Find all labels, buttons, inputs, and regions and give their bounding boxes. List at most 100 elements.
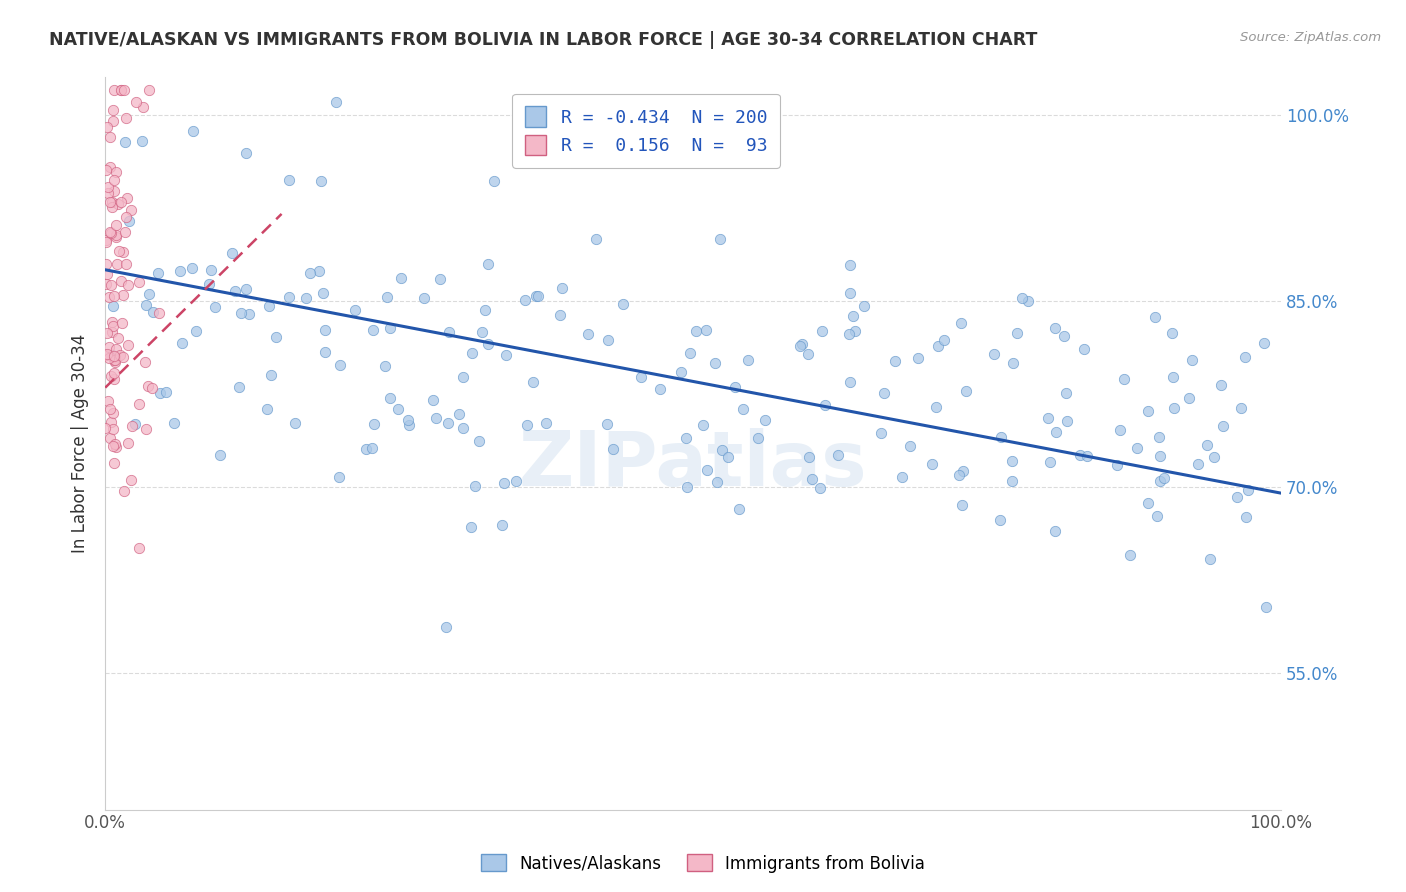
Point	[890, 469, 912, 483]
Text: ZIPatlas: ZIPatlas	[519, 428, 868, 502]
Point	[398, 412, 420, 426]
Point	[460, 520, 482, 534]
Point	[1254, 600, 1277, 615]
Point	[952, 464, 974, 478]
Point	[434, 619, 457, 633]
Point	[1107, 458, 1129, 473]
Point	[235, 145, 257, 160]
Point	[200, 263, 222, 277]
Point	[96, 267, 118, 281]
Point	[97, 290, 120, 304]
Point	[97, 340, 120, 354]
Point	[228, 380, 250, 394]
Point	[516, 418, 538, 433]
Point	[112, 288, 135, 302]
Point	[1125, 441, 1147, 455]
Point	[114, 225, 136, 239]
Point	[1053, 328, 1076, 343]
Point	[231, 306, 253, 320]
Point	[181, 124, 204, 138]
Point	[950, 499, 973, 513]
Point	[1137, 403, 1160, 417]
Point	[111, 316, 134, 330]
Point	[1149, 474, 1171, 488]
Point	[103, 367, 125, 381]
Point	[699, 151, 721, 165]
Point	[675, 431, 697, 445]
Point	[101, 326, 124, 340]
Point	[630, 369, 652, 384]
Point	[1236, 483, 1258, 497]
Point	[1002, 356, 1025, 370]
Point	[96, 348, 118, 362]
Point	[898, 439, 921, 453]
Point	[789, 339, 811, 353]
Point	[184, 324, 207, 338]
Point	[117, 338, 139, 352]
Y-axis label: In Labor Force | Age 30-34: In Labor Force | Age 30-34	[72, 334, 89, 553]
Point	[709, 232, 731, 246]
Point	[1001, 453, 1024, 467]
Point	[1147, 430, 1170, 444]
Point	[103, 300, 125, 314]
Point	[692, 418, 714, 433]
Point	[209, 449, 232, 463]
Point	[114, 135, 136, 149]
Point	[453, 421, 475, 435]
Point	[97, 393, 120, 408]
Point	[747, 432, 769, 446]
Point	[94, 421, 117, 435]
Point	[1005, 326, 1028, 340]
Point	[104, 355, 127, 369]
Legend: R = -0.434  N = 200, R =  0.156  N =  93: R = -0.434 N = 200, R = 0.156 N = 93	[512, 94, 780, 168]
Point	[870, 425, 893, 440]
Point	[838, 326, 860, 341]
Point	[198, 277, 221, 291]
Point	[1076, 449, 1098, 463]
Point	[96, 277, 118, 292]
Legend: Natives/Alaskans, Immigrants from Bolivia: Natives/Alaskans, Immigrants from Bolivi…	[475, 847, 931, 880]
Point	[389, 271, 412, 285]
Point	[1253, 336, 1275, 351]
Point	[162, 416, 184, 430]
Point	[492, 475, 515, 490]
Point	[1198, 552, 1220, 566]
Point	[131, 134, 153, 148]
Point	[413, 291, 436, 305]
Point	[669, 365, 692, 379]
Point	[103, 173, 125, 187]
Point	[696, 463, 718, 477]
Point	[1073, 342, 1095, 356]
Point	[277, 290, 299, 304]
Point	[884, 354, 907, 368]
Point	[534, 417, 557, 431]
Point	[100, 415, 122, 429]
Point	[100, 201, 122, 215]
Point	[98, 130, 121, 145]
Point	[120, 473, 142, 487]
Point	[100, 368, 122, 383]
Point	[955, 384, 977, 398]
Point	[343, 302, 366, 317]
Point	[548, 309, 571, 323]
Point	[733, 402, 755, 417]
Point	[429, 271, 451, 285]
Text: NATIVE/ALASKAN VS IMMIGRANTS FROM BOLIVIA IN LABOR FORCE | AGE 30-34 CORRELATION: NATIVE/ALASKAN VS IMMIGRANTS FROM BOLIVI…	[49, 31, 1038, 49]
Point	[1202, 450, 1225, 465]
Point	[256, 402, 278, 417]
Point	[170, 335, 193, 350]
Point	[103, 456, 125, 470]
Point	[108, 244, 131, 258]
Point	[378, 391, 401, 405]
Point	[141, 381, 163, 395]
Text: Source: ZipAtlas.com: Source: ZipAtlas.com	[1240, 31, 1381, 45]
Point	[112, 484, 135, 499]
Point	[1226, 490, 1249, 504]
Point	[1153, 471, 1175, 485]
Point	[103, 184, 125, 198]
Point	[100, 278, 122, 293]
Point	[706, 475, 728, 490]
Point	[1178, 392, 1201, 406]
Point	[754, 413, 776, 427]
Point	[235, 282, 257, 296]
